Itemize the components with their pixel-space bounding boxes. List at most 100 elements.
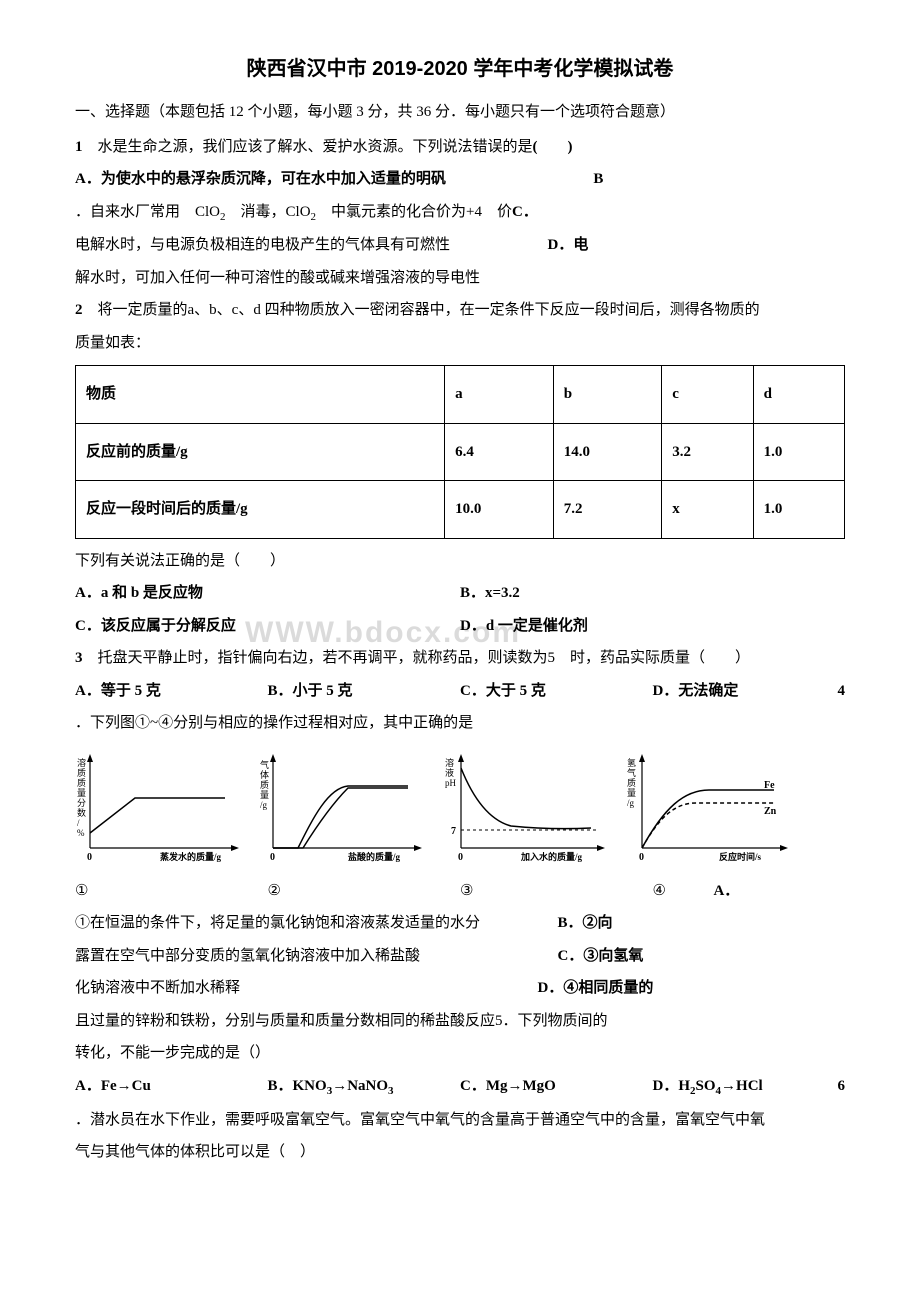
q1-optB-row: ．自来水厂常用 ClO2 消毒，ClO2 中氯元素的化合价为+4 价C． <box>75 198 845 228</box>
q1-optA-row: A．为使水中的悬浮杂质沉降，可在水中加入适量的明矾 B <box>75 165 845 194</box>
q4-stem: ．下列图①~④分别与相应的操作过程相对应，其中正确的是 <box>75 709 845 738</box>
q1-optC-row: 电解水时，与电源负极相连的电极产生的气体具有可燃性 D．电 <box>75 231 845 260</box>
q2-stem1: 2 将一定质量的a、b、c、d 四种物质放入一密闭容器中，在一定条件下反应一段时… <box>75 296 845 325</box>
q5-optB: B．KNO3→NaNO3 <box>268 1072 461 1102</box>
chart-1: 溶 质 质 量 分 数 / % 0 蒸发水的质量/g <box>75 748 250 873</box>
cell: 6.4 <box>445 423 554 481</box>
cell: 反应一段时间后的质量/g <box>76 481 445 539</box>
table-row: 反应一段时间后的质量/g 10.0 7.2 x 1.0 <box>76 481 845 539</box>
svg-text:气: 气 <box>260 759 269 770</box>
cell: 3.2 <box>662 423 753 481</box>
q5-stem2: 转化，不能一步完成的是（） <box>75 1039 845 1068</box>
q4-optB-label: B．②向 <box>558 915 613 931</box>
cell: 物质 <box>76 366 445 424</box>
q1-paren: ( ) <box>533 139 573 155</box>
chart4-xlabel: 反应时间/s <box>719 851 762 862</box>
svg-text:质: 质 <box>260 779 269 790</box>
circ1: ① <box>75 877 268 906</box>
q4-optC-row: 化钠溶液中不断加水稀释 D．④相同质量的 <box>75 974 845 1003</box>
chart1-x0: 0 <box>87 852 92 863</box>
table-row: 物质 a b c d <box>76 366 845 424</box>
q3-optC: C．大于 5 克 <box>460 677 653 706</box>
q2-opts-row2: C．该反应属于分解反应 D．d 一定是催化剂 <box>75 612 845 641</box>
circ2: ② <box>268 877 461 906</box>
q4-number: 4 <box>838 677 846 706</box>
q4-optD-label: D．④相同质量的 <box>538 980 654 996</box>
q6-number: 6 <box>838 1072 846 1101</box>
chart3-x0: 0 <box>458 852 463 863</box>
q2-optC: C．该反应属于分解反应 <box>75 612 460 641</box>
q5-stem-inline: 5．下列物质间的 <box>495 1013 608 1029</box>
cell: d <box>753 366 844 424</box>
q4-optA-label: A． <box>713 883 739 899</box>
svg-text:量: 量 <box>260 790 269 800</box>
q6-stem2: 气与其他气体的体积比可以是（ ） <box>75 1138 845 1167</box>
q5-opts: A．Fe→Cu B．KNO3→NaNO3 C．Mg→MgO D．H2SO4→HC… <box>75 1072 845 1102</box>
chart1-xlabel: 蒸发水的质量/g <box>160 851 222 862</box>
cell: 1.0 <box>753 423 844 481</box>
q1-text: 水是生命之源，我们应该了解水、爱护水资源。下列说法错误的是 <box>98 139 533 155</box>
q1-optB-p3: 中氯元素的化合价为+4 价 <box>316 204 512 220</box>
svg-text:量: 量 <box>77 788 86 798</box>
svg-text:气: 气 <box>627 767 636 778</box>
q3-opts: A．等于 5 克 B．小于 5 克 C．大于 5 克 D．无法确定 4 <box>75 677 845 706</box>
svg-text:%: % <box>77 828 85 838</box>
q2-stem1-text: 将一定质量的a、b、c、d 四种物质放入一密闭容器中，在一定条件下反应一段时间后… <box>98 302 760 318</box>
q5-optD: D．H2SO4→HCl 6 <box>653 1072 846 1102</box>
q1-optD-label: D．电 <box>548 237 589 253</box>
cell: x <box>662 481 753 539</box>
circ4: ④ <box>653 883 666 899</box>
svg-text:数: 数 <box>77 807 86 818</box>
cell: 14.0 <box>553 423 662 481</box>
q1-optD-row: 解水时，可加入任何一种可溶性的酸或碱来增强溶液的导电性 <box>75 264 845 293</box>
q4-optB-row: 露置在空气中部分变质的氢氧化钠溶液中加入稀盐酸 C．③向氢氧 <box>75 942 845 971</box>
q4-optB: 露置在空气中部分变质的氢氧化钠溶液中加入稀盐酸 <box>75 948 420 964</box>
chart-4: Fe Zn 氢 气 质 量 /g 0 反应时间/s <box>624 748 799 873</box>
chart-2: 气 体 质 量 /g 0 盐酸的质量/g <box>258 748 433 873</box>
cell: b <box>553 366 662 424</box>
q1-number: 1 <box>75 139 83 155</box>
cell: 反应前的质量/g <box>76 423 445 481</box>
q1-optB-p2: 消毒，ClO <box>226 204 311 220</box>
cell: a <box>445 366 554 424</box>
q5-optC: C．Mg→MgO <box>460 1072 653 1102</box>
svg-text:/g: /g <box>260 800 268 810</box>
svg-text:量: 量 <box>627 788 636 798</box>
svg-text:质: 质 <box>77 777 86 788</box>
q1-optC: 电解水时，与电源负极相连的电极产生的气体具有可燃性 <box>75 237 450 253</box>
q1-optC-label: C． <box>512 204 538 220</box>
svg-text:分: 分 <box>77 798 86 808</box>
q4-optC-label: C．③向氢氧 <box>558 948 644 964</box>
q2-optA: A．a 和 b 是反应物 <box>75 579 460 608</box>
svg-text:pH: pH <box>445 778 457 788</box>
chart3-y7: 7 <box>451 826 456 837</box>
q2-after: 下列有关说法正确的是（ ） <box>75 547 845 576</box>
svg-text:氢: 氢 <box>627 757 636 768</box>
q3-optB: B．小于 5 克 <box>268 677 461 706</box>
q3-optA: A．等于 5 克 <box>75 677 268 706</box>
q3-optD: D．无法确定 <box>653 683 739 699</box>
chart4-fe: Fe <box>764 780 775 791</box>
q4-optA: ①在恒温的条件下，将足量的氯化钠饱和溶液蒸发适量的水分 <box>75 915 480 931</box>
q2-optD: D．d 一定是催化剂 <box>460 612 845 641</box>
cell: 1.0 <box>753 481 844 539</box>
svg-text:溶: 溶 <box>445 757 454 768</box>
chart2-x0: 0 <box>270 852 275 863</box>
q5-optA: A．Fe→Cu <box>75 1072 268 1102</box>
q4-circled-row: ① ② ③ ④ A． <box>75 877 845 906</box>
chart2-xlabel: 盐酸的质量/g <box>348 851 401 862</box>
q1-optD: 解水时，可加入任何一种可溶性的酸或碱来增强溶液的导电性 <box>75 270 480 286</box>
q2-stem2: 质量如表： <box>75 329 845 358</box>
svg-text:/: / <box>77 818 80 828</box>
q4-optD-row: 且过量的锌粉和铁粉，分别与质量和质量分数相同的稀盐酸反应5．下列物质间的 <box>75 1007 845 1036</box>
charts-row: 溶 质 质 量 分 数 / % 0 蒸发水的质量/g 气 体 质 量 /g 0 <box>75 748 845 873</box>
q2-opts-row1: A．a 和 b 是反应物 B．x=3.2 <box>75 579 845 608</box>
q1-optB-label: B <box>593 171 603 187</box>
section-1-heading: 一、选择题（本题包括 12 个小题，每小题 3 分，共 36 分．每小题只有一个… <box>75 98 845 127</box>
q1-stem: 1 水是生命之源，我们应该了解水、爱护水资源。下列说法错误的是( ) <box>75 133 845 162</box>
q2-number: 2 <box>75 302 83 318</box>
page-title: 陕西省汉中市 2019-2020 学年中考化学模拟试卷 <box>75 50 845 88</box>
q2-optB: B．x=3.2 <box>460 579 845 608</box>
chart-3: 溶 液 pH 7 0 加入水的质量/g <box>441 748 616 873</box>
q4-optD: 且过量的锌粉和铁粉，分别与质量和质量分数相同的稀盐酸反应 <box>75 1013 495 1029</box>
